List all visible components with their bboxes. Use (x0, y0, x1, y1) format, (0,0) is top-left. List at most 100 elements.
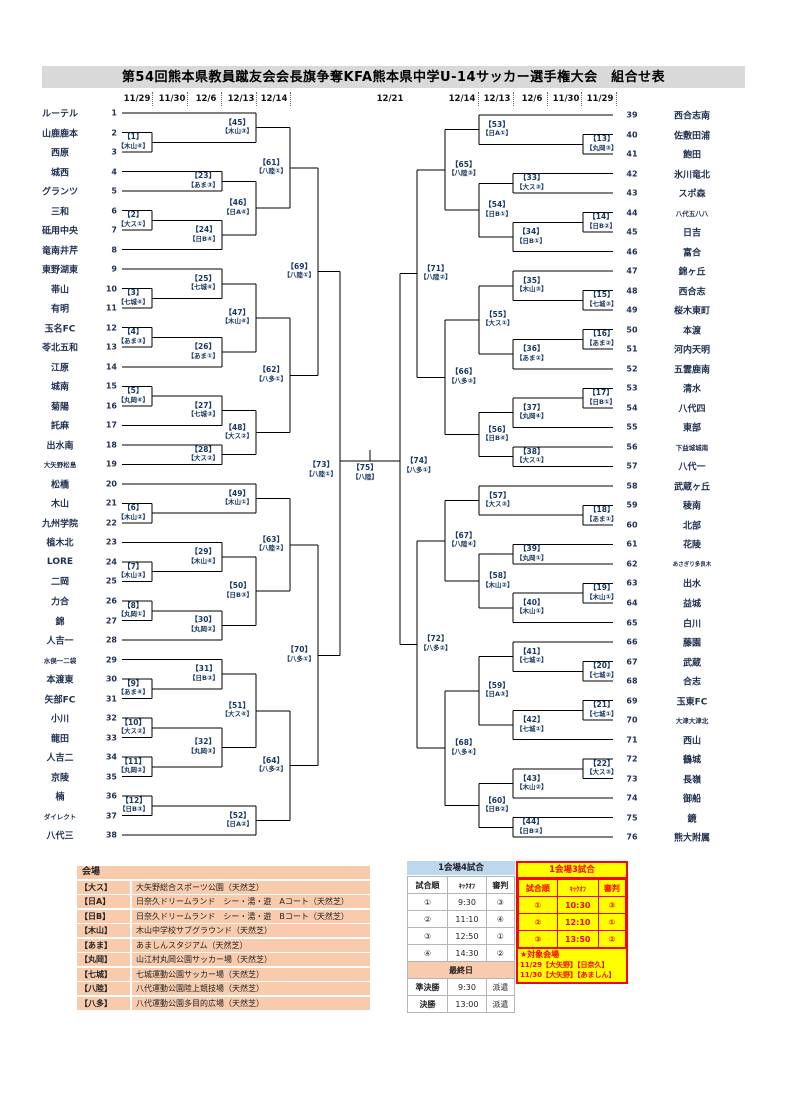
team-name: 河内天明 (673, 345, 711, 356)
match-venue: 【七城③】 (187, 410, 219, 419)
match-label: 【69】 【八陸①】 (283, 261, 315, 280)
match-label: 【66】 【八多③】 (448, 368, 480, 385)
team-number: 13 (105, 342, 117, 352)
team-name: 砥用中央 (41, 226, 79, 237)
match-number: 【22】 (589, 758, 615, 768)
team-name: 藤園 (682, 638, 702, 649)
team-name: 苓北五和 (41, 343, 79, 354)
target-venues-line: 11/29【大矢野】【日奈久】 (520, 961, 609, 969)
match-number: 【72】 (423, 634, 449, 644)
team-name: 人吉一 (46, 636, 74, 647)
match-label: 【54】 【日B①】 (482, 201, 512, 218)
round-name: 決勝 (406, 995, 449, 1013)
match-number: 【65】 (451, 159, 477, 169)
match-label: 【47】 【木山④】 (221, 308, 253, 326)
team-number: 63 (626, 578, 638, 588)
match-venue: 【七城④】 (117, 297, 149, 306)
match-venue: 【あま④】 (117, 688, 149, 697)
venue-row: 【あま】 あましんスタジアム（天然芝） (77, 938, 370, 952)
match-label: 【20】 【七城②】 (586, 662, 618, 679)
team-name: 北部 (682, 521, 702, 532)
match-venue: 【日B②】 (482, 805, 512, 814)
match-label: 【73】 【八陸①】 (305, 461, 337, 478)
team-number: 43 (626, 188, 638, 198)
venue-row: 【日B】 日奈久ドリームランド シー・湯・遊 Bコート（天然芝） (77, 909, 370, 923)
match-label: 【1】 【木山④】 (117, 133, 149, 150)
match-label: 【74】 【八多①】 (403, 457, 435, 474)
match-number: 【43】 (519, 773, 545, 783)
team-name: 小川 (50, 714, 70, 725)
date-label: 12/6 (521, 94, 543, 104)
team-number: 56 (626, 442, 638, 452)
venue-name: あましんスタジアム（天然芝） (132, 938, 370, 952)
match-venue: 【日B①】 (516, 236, 546, 245)
team-number: 9 (111, 264, 117, 274)
match-venue: 【丸岡②】 (117, 766, 149, 775)
match-venue: 【日B③】 (119, 805, 149, 814)
team-number: 64 (626, 598, 638, 608)
match-order: ① (406, 893, 449, 911)
referee: ① (485, 927, 516, 945)
venue-row: 【木山】 木山中学校サブグラウンド（天然芝） (77, 924, 370, 937)
match-number: 【52】 (225, 810, 251, 820)
match-number: 【56】 (484, 424, 510, 434)
kickoff-time: 13:50 (556, 930, 599, 948)
team-name: 佐敷田浦 (673, 131, 711, 142)
match-number: 【29】 (190, 547, 216, 557)
match-label: 【67】 【八陸④】 (448, 531, 480, 549)
team-name: 出水南 (46, 441, 74, 452)
match-label: 【37】 【丸岡④】 (516, 402, 548, 421)
date-separator (581, 92, 582, 106)
match-venue: 【日A①】 (482, 129, 513, 138)
team-number: 20 (105, 479, 117, 489)
match-number: 【60】 (484, 795, 510, 805)
match-number: 【50】 (225, 581, 251, 591)
team-name: ダイレクト (43, 812, 77, 821)
venue-code: 【八陸】 (77, 982, 130, 995)
team-number: 49 (626, 305, 638, 315)
team-name: 松橋 (50, 480, 70, 491)
match-label: 【45】 【木山③】 (221, 118, 253, 136)
referee: ② (485, 944, 516, 962)
match-order: ③ (518, 930, 558, 948)
match-venue: 【木山①】 (516, 607, 548, 616)
team-number: 4 (111, 167, 117, 177)
match-label: 【50】 【日B③】 (223, 582, 253, 599)
team-name: 錦ヶ丘 (678, 267, 706, 278)
team-name: 水俣一二袋 (43, 656, 77, 665)
team-number: 6 (111, 206, 117, 216)
date-label: 11/29 (586, 94, 614, 104)
team-number: 57 (626, 461, 638, 471)
match-label: 【59】 【日A③】 (482, 681, 512, 699)
match-order: ① (518, 896, 558, 914)
match-number: 【17】 (588, 388, 614, 398)
match-venue: 【木山③】 (221, 127, 253, 136)
match-number: 【51】 (224, 700, 250, 710)
team-name: 稜南 (682, 501, 702, 512)
match-number: 【62】 (258, 365, 284, 375)
match-label: 【30】 【丸岡②】 (187, 616, 219, 633)
team-name: 帯山 (50, 285, 70, 296)
kickoff-time: 11:10 (447, 910, 487, 928)
team-number: 69 (626, 696, 638, 706)
match-label: 【65】 【八陸③】 (448, 159, 480, 178)
team-name: 白川 (682, 619, 702, 630)
match-number: 【44】 (518, 817, 544, 827)
match-venue: 【大ス③】 (482, 500, 514, 509)
match-venue: 【日B③】 (189, 673, 219, 682)
match-order: ③ (406, 927, 449, 945)
match-number: 【35】 (519, 275, 545, 285)
team-number: 39 (626, 110, 638, 120)
team-number: 42 (626, 169, 638, 179)
match-venue: 【あま②】 (516, 353, 548, 362)
match-label: 【56】 【日B④】 (482, 424, 512, 443)
team-name: 楠 (55, 792, 65, 803)
match-venue: 【木山④】 (117, 141, 149, 150)
match-number: 【69】 (286, 261, 312, 271)
match-number: 【5】 (123, 386, 144, 396)
match-label: 【23】 【あま③】 (187, 172, 219, 189)
match-number: 【4】 (123, 327, 144, 337)
match-number: 【37】 (519, 402, 545, 412)
team-number: 8 (111, 245, 117, 255)
team-number: 10 (105, 284, 117, 294)
